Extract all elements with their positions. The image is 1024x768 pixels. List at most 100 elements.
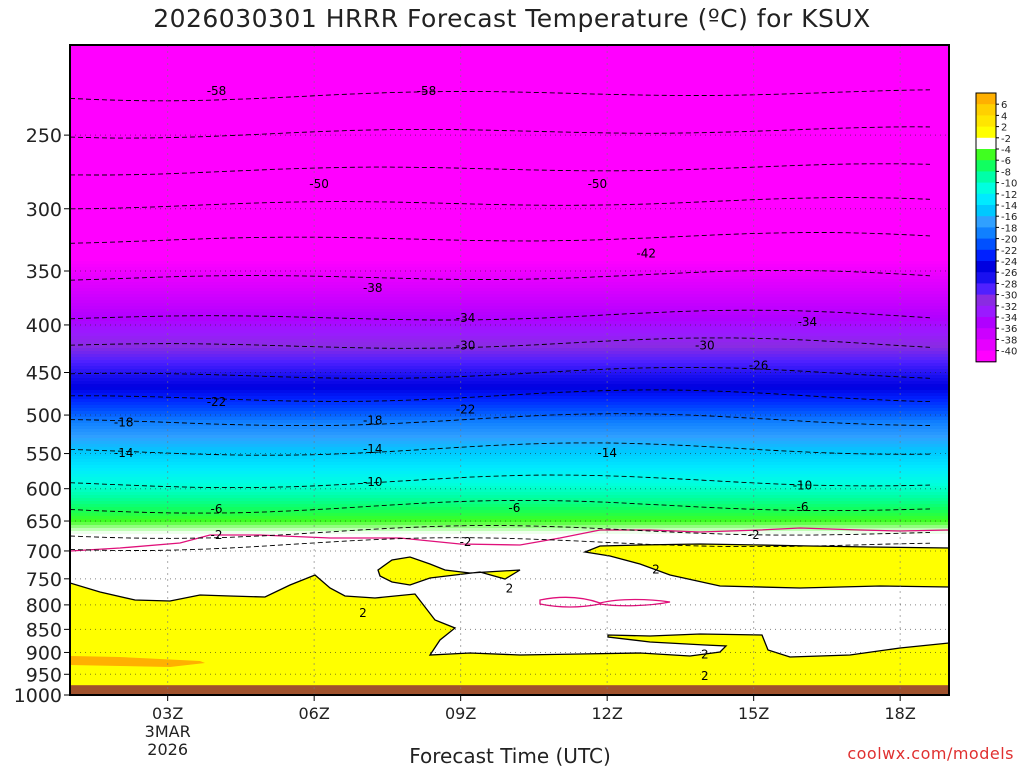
temperature-band (70, 168, 949, 172)
temperature-band (70, 429, 949, 433)
temperature-band (70, 231, 949, 235)
temperature-band (70, 423, 949, 427)
contour-label: -42 (636, 246, 656, 260)
temperature-band (70, 477, 949, 481)
colorbar-swatch (976, 149, 996, 161)
temperature-band (70, 246, 949, 250)
colorbar-swatch (976, 261, 996, 273)
contour-label: -6 (797, 500, 809, 514)
temperature-band (70, 51, 949, 55)
temperature-band (70, 531, 949, 535)
colorbar-label: -6 (1001, 156, 1011, 167)
colorbar-swatch (976, 339, 996, 352)
temperature-band (70, 414, 949, 418)
y-tick-label: 950 (26, 664, 62, 686)
contour-label: -14 (363, 442, 383, 456)
y-tick-label: 600 (26, 479, 62, 501)
colorbar-label: -26 (1001, 268, 1017, 279)
temperature-band (70, 75, 949, 79)
x-tick-year: 2026 (147, 740, 188, 759)
contour-label: -38 (363, 281, 383, 295)
isotherm-line (70, 197, 931, 210)
temperature-band (70, 420, 949, 424)
temperature-band (70, 453, 949, 457)
colorbar-swatch (976, 115, 996, 128)
temperature-band (70, 186, 949, 190)
colorbar-swatch (976, 205, 996, 217)
temperature-band (70, 339, 949, 343)
temperature-band (70, 480, 949, 484)
temperature-band (70, 216, 949, 220)
temperature-band (70, 198, 949, 202)
temperature-band (70, 498, 949, 502)
credit-link[interactable]: coolwx.com/models (847, 744, 1014, 763)
colorbar-label: -36 (1001, 324, 1017, 335)
temperature-band (70, 489, 949, 493)
y-tick-label: 650 (26, 511, 62, 533)
colorbar-swatch (976, 193, 996, 206)
contour-label: -2 (460, 535, 472, 549)
x-axis-title: Forecast Time (UTC) (409, 744, 611, 768)
temperature-band (70, 504, 949, 508)
colorbar-swatch (976, 93, 996, 105)
isoline-pink-upper (70, 527, 949, 552)
temperature-band (70, 81, 949, 85)
temperature-band (70, 45, 949, 49)
temperature-band (70, 321, 949, 325)
contour-label: 2 (506, 581, 514, 595)
temperature-band (70, 444, 949, 448)
temperature-band (70, 129, 949, 133)
temperature-band (70, 87, 949, 91)
contour-label: -22 (207, 395, 227, 409)
temperature-band (70, 192, 949, 196)
temperature-band (70, 456, 949, 460)
temperature-band (70, 144, 949, 148)
y-axis: 2503003504004505005506006507007508008509… (14, 125, 70, 707)
temperature-band (70, 288, 949, 292)
temperature-band (70, 345, 949, 349)
temperature-band (70, 57, 949, 61)
temperature-band (70, 360, 949, 364)
temperature-band (70, 138, 949, 142)
contour-label: 2 (359, 606, 367, 620)
contour-label: -34 (798, 315, 818, 329)
temperature-band (70, 390, 949, 394)
colorbar-label: -8 (1001, 167, 1011, 178)
contour-label: -10 (363, 475, 383, 489)
y-tick-label: 300 (26, 199, 62, 221)
temperature-band (70, 240, 949, 244)
contour-label: -2 (211, 528, 223, 542)
y-tick-label: 800 (26, 595, 62, 617)
temperature-band (70, 54, 949, 58)
temperature-band (70, 234, 949, 238)
isotherm-line (70, 89, 931, 102)
temperature-band (70, 435, 949, 439)
isotherm-line (70, 269, 931, 281)
contour-label: -50 (309, 177, 329, 191)
temperature-band (70, 204, 949, 208)
colorbar-label: -32 (1001, 302, 1017, 313)
x-tick-label: 03Z (152, 704, 183, 723)
temperature-band (70, 162, 949, 166)
temperature-band (70, 249, 949, 253)
colorbar-label: -10 (1001, 179, 1017, 190)
temperature-band (70, 282, 949, 286)
ground (70, 685, 949, 695)
contour-label: -18 (363, 414, 383, 428)
isotherm-line (70, 309, 931, 321)
temperature-band (70, 522, 949, 526)
colorbar-label: -2 (1001, 134, 1011, 145)
temperature-band (70, 150, 949, 154)
temperature-band (70, 402, 949, 406)
contour-label: -18 (114, 415, 134, 429)
temperature-band (70, 492, 949, 496)
temperature-band (70, 327, 949, 331)
temperature-band (70, 63, 949, 67)
temperature-band (70, 315, 949, 319)
temperature-band (70, 102, 949, 106)
temperature-band (70, 243, 949, 247)
colorbar-swatch (976, 294, 996, 307)
temperature-band (70, 372, 949, 376)
temperature-band (70, 180, 949, 184)
